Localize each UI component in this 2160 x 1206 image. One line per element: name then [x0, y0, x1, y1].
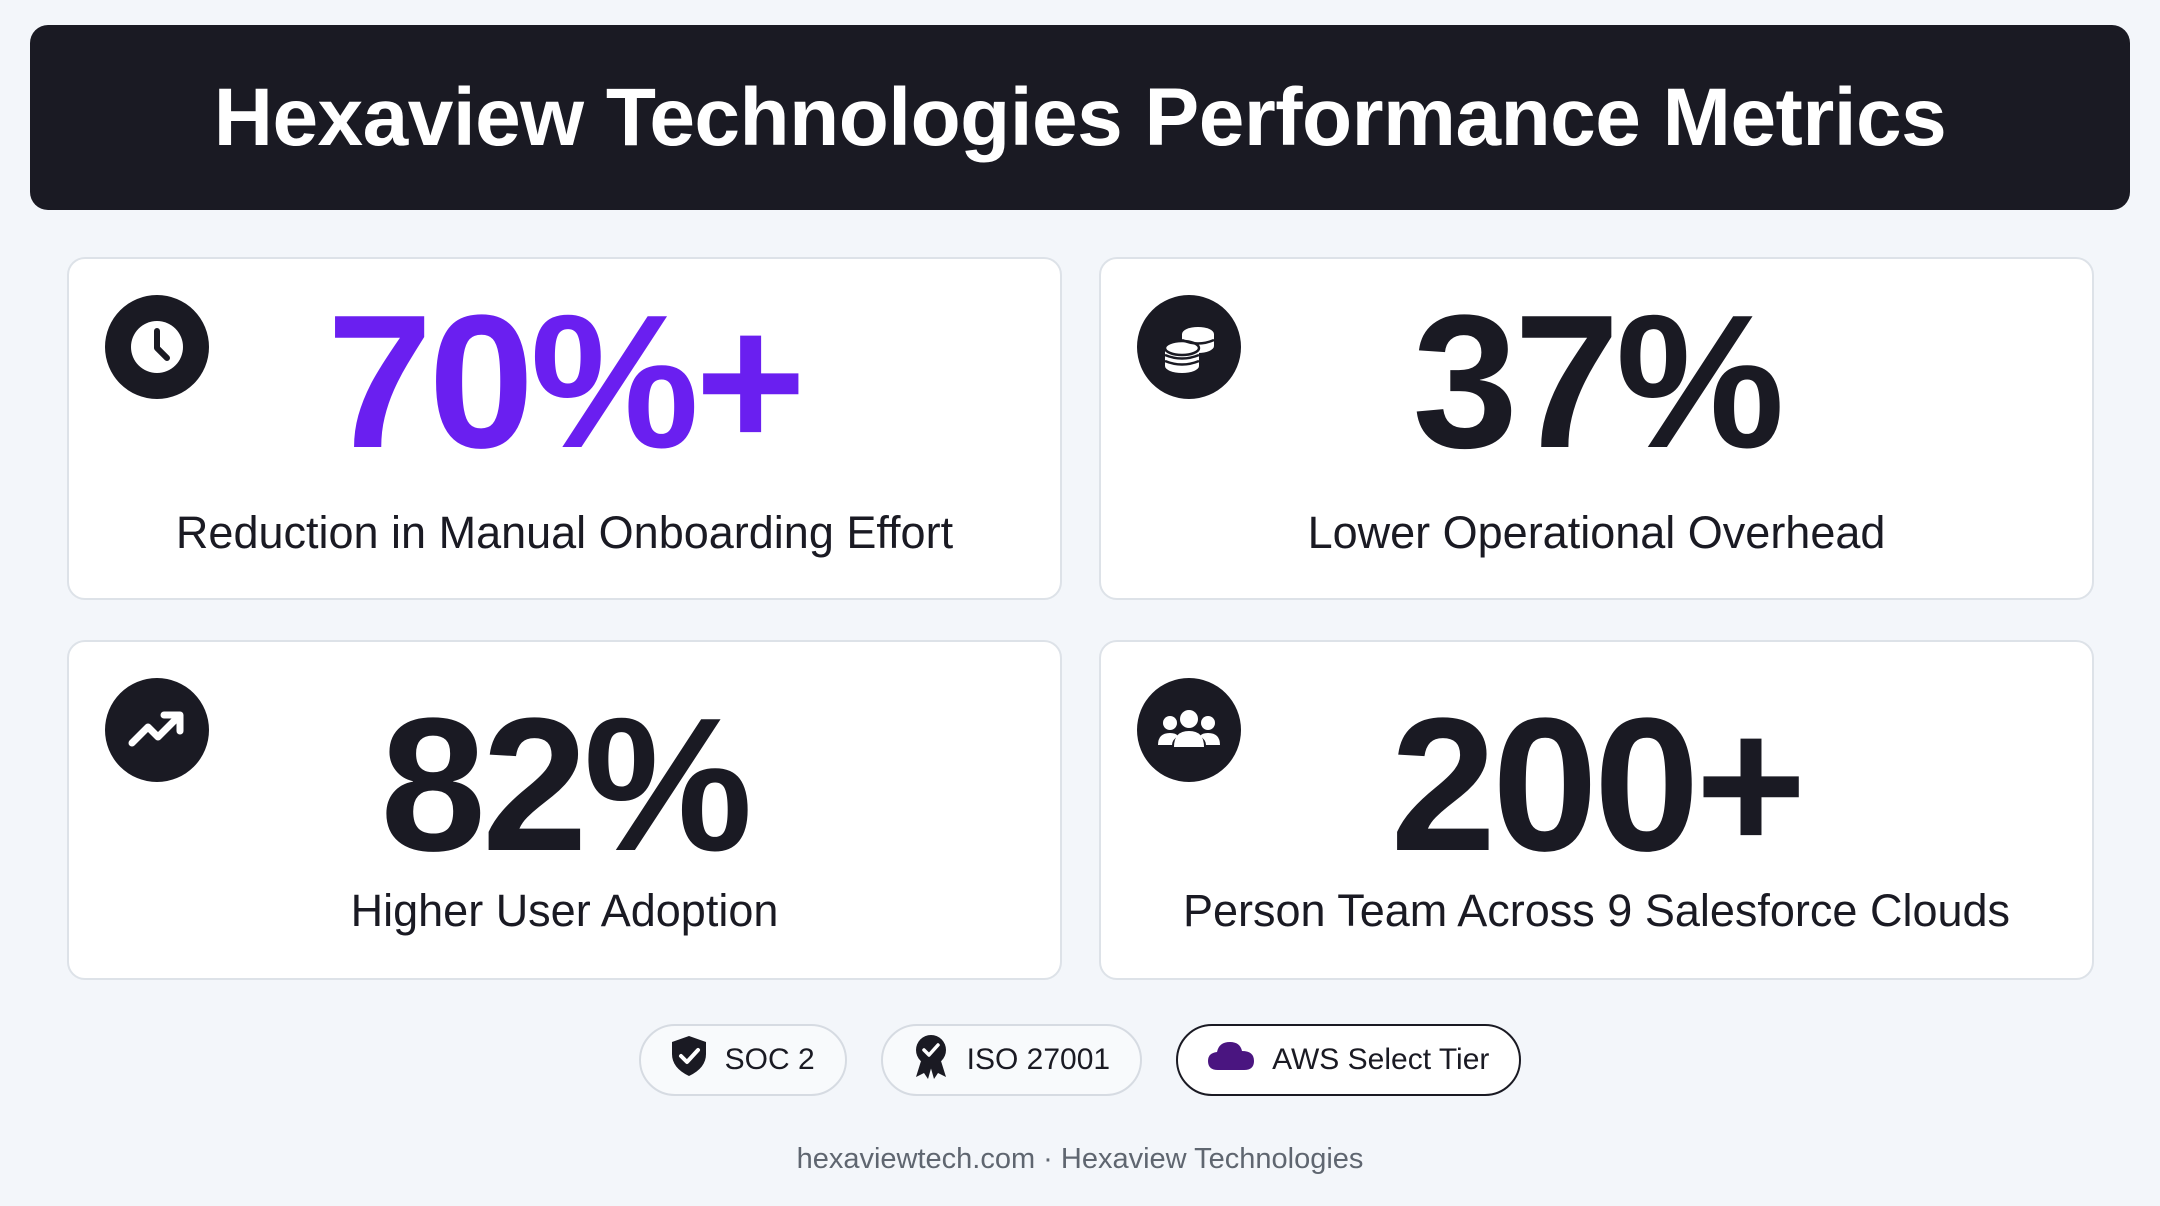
- badge-soc2: SOC 2: [638, 1024, 847, 1096]
- badge-iso: ISO 27001: [880, 1024, 1143, 1096]
- cloud-icon: [1206, 1038, 1256, 1082]
- users-icon: [1137, 678, 1241, 782]
- footer-text: hexaviewtech.com · Hexaview Technologies: [796, 1143, 1364, 1175]
- shield-check-icon: [669, 1034, 709, 1086]
- badge-aws: AWS Select Tier: [1176, 1024, 1522, 1096]
- page-title: Hexaview Technologies Performance Metric…: [213, 71, 1947, 163]
- certification-badges: SOC 2 ISO 27001 AWS Select Tier: [0, 1024, 2160, 1096]
- badge-label: AWS Select Tier: [1272, 1043, 1490, 1076]
- metric-value: 70%+: [326, 276, 806, 488]
- metric-label: Lower Operational Overhead: [1307, 507, 1886, 558]
- metric-label: Reduction in Manual Onboarding Effort: [175, 507, 954, 558]
- metric-value: 37%: [1412, 276, 1784, 488]
- coins-icon: [1137, 295, 1241, 399]
- metric-card-team: 200+ Person Team Across 9 Salesforce Clo…: [1099, 640, 2094, 980]
- award-icon: [911, 1033, 951, 1087]
- badge-label: SOC 2: [724, 1043, 815, 1076]
- metric-label: Higher User Adoption: [350, 885, 779, 936]
- badge-label: ISO 27001: [966, 1043, 1111, 1076]
- trending-up-icon: [105, 678, 209, 782]
- title-banner: Hexaview Technologies Performance Metric…: [30, 25, 2130, 210]
- metric-label: Person Team Across 9 Salesforce Clouds: [1182, 885, 2011, 936]
- metric-card-adoption: 82% Higher User Adoption: [67, 640, 1062, 980]
- metric-value: 82%: [380, 679, 752, 891]
- metric-card-onboarding: 70%+ Reduction in Manual Onboarding Effo…: [67, 257, 1062, 600]
- metric-card-overhead: 37% Lower Operational Overhead: [1099, 257, 2094, 600]
- clock-icon: [105, 295, 209, 399]
- metric-value: 200+: [1390, 679, 1807, 891]
